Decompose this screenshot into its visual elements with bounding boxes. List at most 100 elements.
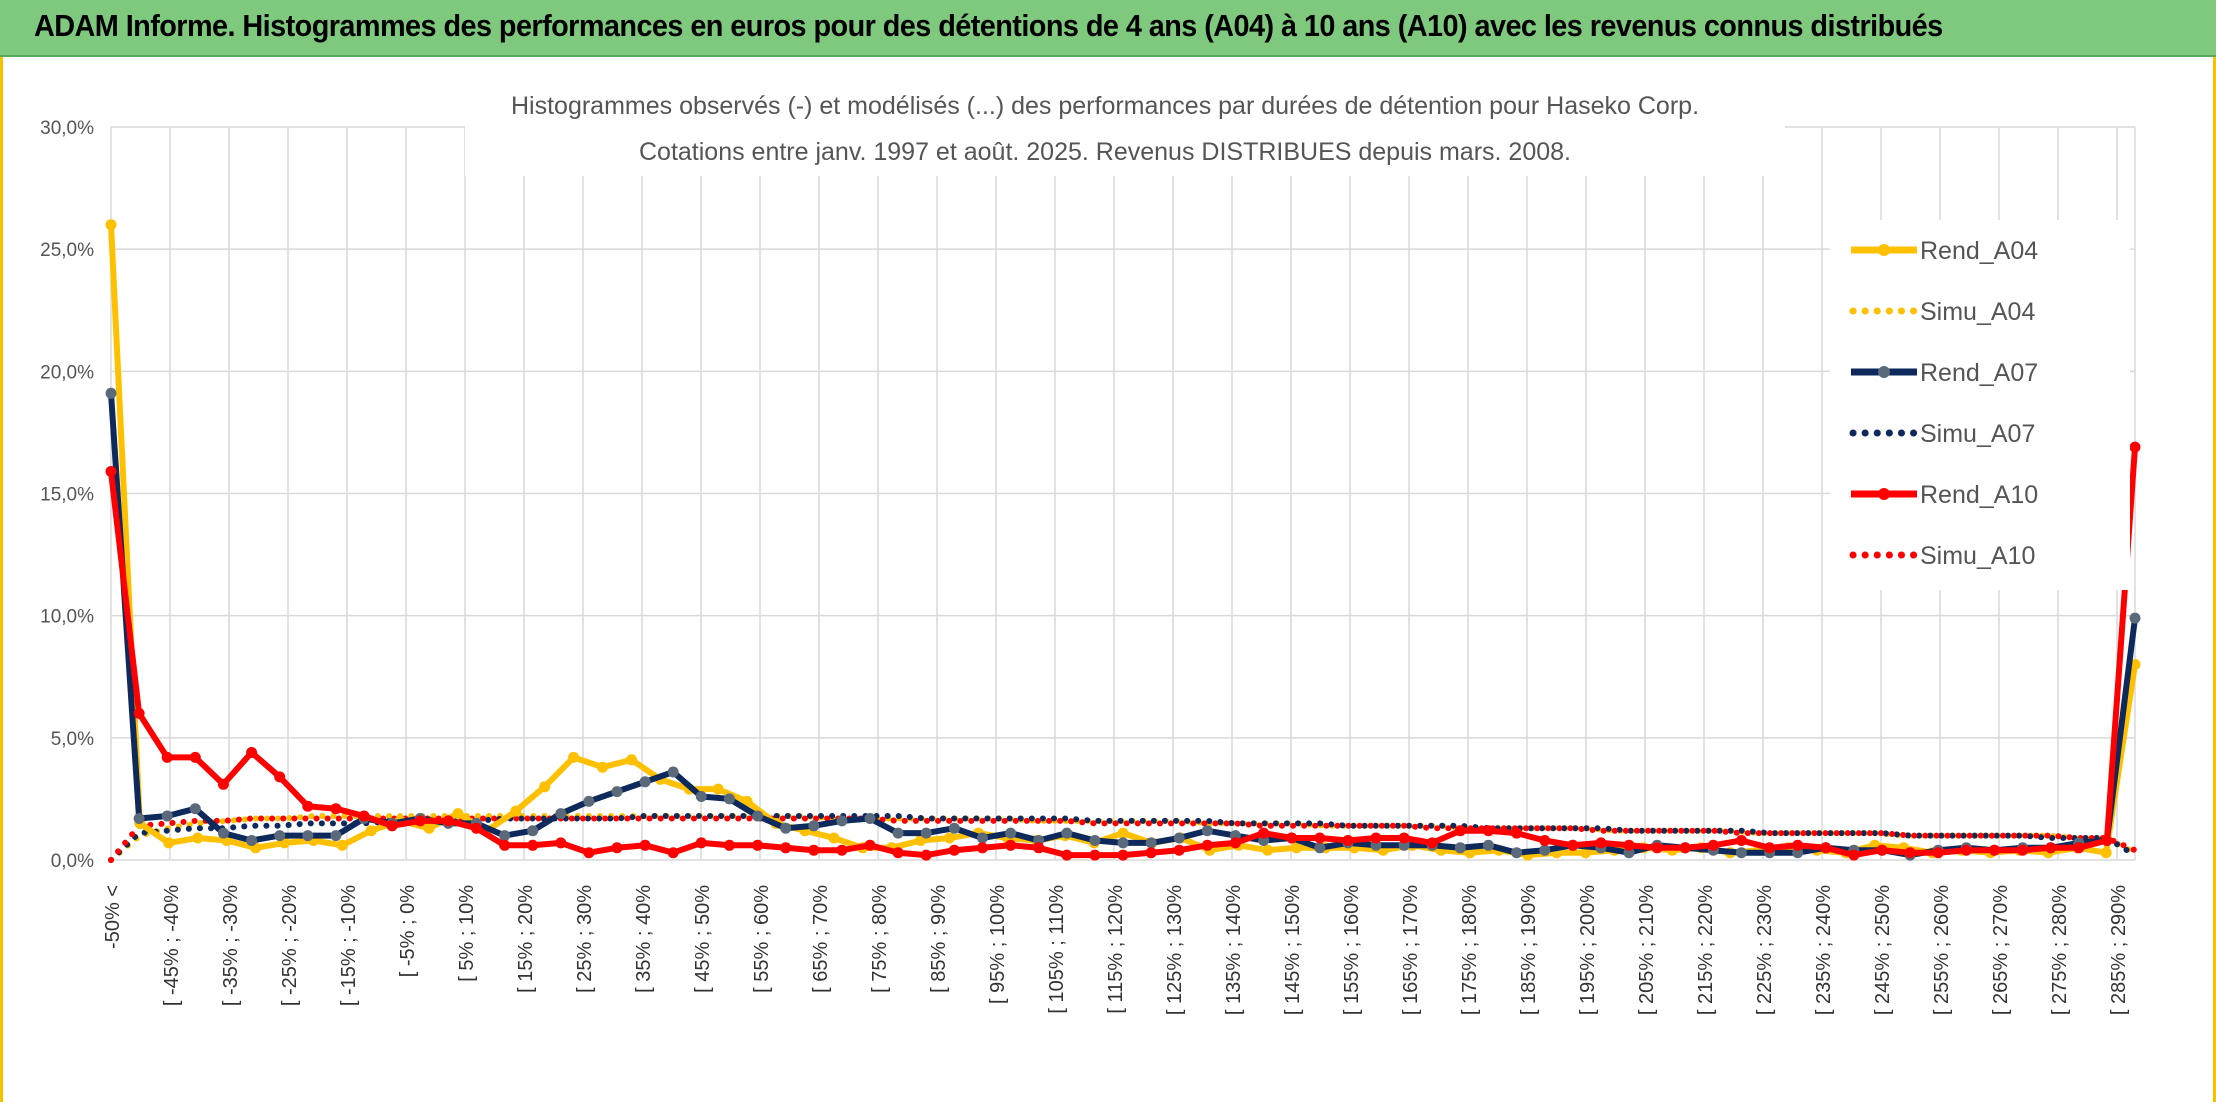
- x-tick-label: [ -5% ; 0%: [397, 885, 419, 977]
- data-point: [836, 844, 848, 856]
- data-point: [274, 830, 286, 842]
- x-tick-label: [ 15% ; 20%: [515, 885, 537, 993]
- data-point: [302, 830, 314, 842]
- x-tick-label: [ 265% ; 270%: [1990, 885, 2012, 1015]
- legend-item: Simu_A04: [1849, 298, 2035, 326]
- data-point: [555, 808, 567, 820]
- data-point: [1932, 847, 1944, 859]
- x-tick-label: [ 35% ; 40%: [633, 885, 655, 993]
- x-tick-label: [ 175% ; 180%: [1459, 885, 1481, 1015]
- data-point: [274, 771, 286, 783]
- data-point: [386, 820, 398, 832]
- x-tick-label: [ 185% ; 190%: [1518, 885, 1540, 1015]
- legend-item: Rend_A07: [1851, 359, 2038, 387]
- data-point: [1089, 849, 1101, 861]
- data-point: [1735, 835, 1747, 846]
- data-point: [1262, 844, 1274, 856]
- data-point: [568, 751, 580, 763]
- data-point: [133, 813, 145, 824]
- data-point: [1089, 835, 1101, 846]
- data-point: [712, 783, 724, 795]
- data-point: [217, 778, 229, 790]
- data-point: [1539, 835, 1551, 846]
- data-point: [1735, 847, 1747, 859]
- data-point: [752, 839, 764, 851]
- data-point: [1258, 827, 1270, 839]
- data-point: [752, 810, 764, 822]
- data-point: [864, 813, 876, 824]
- data-point: [667, 847, 679, 859]
- data-point: [2129, 612, 2141, 624]
- x-tick-label: [ 215% ; 220%: [1695, 885, 1717, 1015]
- data-point: [189, 751, 201, 763]
- x-tick-label: [ 115% ; 120%: [1105, 885, 1127, 1014]
- data-point: [2100, 847, 2112, 859]
- data-point: [808, 844, 820, 856]
- data-point: [611, 842, 623, 854]
- data-point: [192, 832, 204, 844]
- data-point: [1173, 844, 1185, 856]
- data-point: [583, 847, 595, 859]
- data-point: [920, 849, 932, 861]
- series-Simu_A07: [108, 813, 2138, 863]
- legend-background: [1830, 220, 2130, 590]
- data-point: [499, 830, 511, 842]
- y-tick-label: 10,0%: [40, 607, 94, 628]
- data-point: [1314, 842, 1326, 854]
- data-point: [105, 466, 117, 477]
- data-point: [920, 827, 932, 839]
- x-tick-label: [ 225% ; 230%: [1754, 885, 1776, 1015]
- data-point: [1904, 847, 1916, 859]
- data-point: [1173, 832, 1185, 844]
- x-tick-label: [ 75% ; 80%: [869, 885, 891, 993]
- data-point: [2073, 842, 2085, 854]
- x-tick-label: [ -15% ; -10%: [338, 885, 360, 1006]
- data-point: [1595, 837, 1607, 849]
- data-point: [639, 776, 651, 788]
- data-point: [723, 793, 735, 805]
- legend-label: Rend_A10: [1920, 481, 2038, 509]
- data-point: [1792, 839, 1804, 851]
- data-point: [1707, 839, 1719, 851]
- data-point: [1005, 827, 1017, 839]
- legend-marker: [1878, 244, 1890, 256]
- data-point: [246, 747, 258, 758]
- data-point: [836, 815, 848, 827]
- data-point: [1511, 847, 1523, 859]
- x-axis: -50% < [ -45% ; -40% [ -35% ; -30% [ -25% ;…: [102, 885, 2130, 1015]
- data-point: [1482, 825, 1494, 837]
- data-point: [1291, 842, 1302, 854]
- data-point: [2129, 441, 2141, 453]
- data-point: [1061, 827, 1073, 839]
- x-tick-label: [ 105% ; 110%: [1046, 885, 1068, 1014]
- data-point: [1651, 842, 1663, 854]
- data-point: [365, 825, 377, 837]
- chart-title-line-1: Histogrammes observés (-) et modélisés (…: [511, 92, 1699, 120]
- y-tick-label: 20,0%: [40, 362, 94, 383]
- data-point: [499, 839, 511, 851]
- series-line: [108, 813, 2138, 863]
- data-point: [583, 795, 595, 807]
- legend-label: Rend_A07: [1920, 359, 2038, 387]
- data-point: [1314, 832, 1326, 844]
- x-tick-label: [ 235% ; 240%: [1813, 885, 1835, 1015]
- data-point: [358, 810, 370, 822]
- x-tick-label: -50% <: [102, 885, 124, 949]
- data-point: [1117, 837, 1129, 849]
- data-point: [336, 839, 348, 851]
- data-point: [1286, 832, 1298, 844]
- data-point: [1764, 842, 1776, 854]
- data-point: [330, 830, 342, 842]
- x-tick-label: [ 65% ; 70%: [810, 885, 832, 993]
- data-point: [452, 808, 464, 820]
- data-point: [723, 839, 735, 851]
- data-point: [2045, 842, 2057, 854]
- data-point: [1580, 847, 1592, 859]
- data-point: [892, 847, 904, 859]
- data-point: [1201, 825, 1213, 837]
- data-point: [527, 825, 539, 837]
- data-point: [695, 791, 707, 802]
- series: [105, 219, 2141, 863]
- data-point: [1398, 832, 1410, 844]
